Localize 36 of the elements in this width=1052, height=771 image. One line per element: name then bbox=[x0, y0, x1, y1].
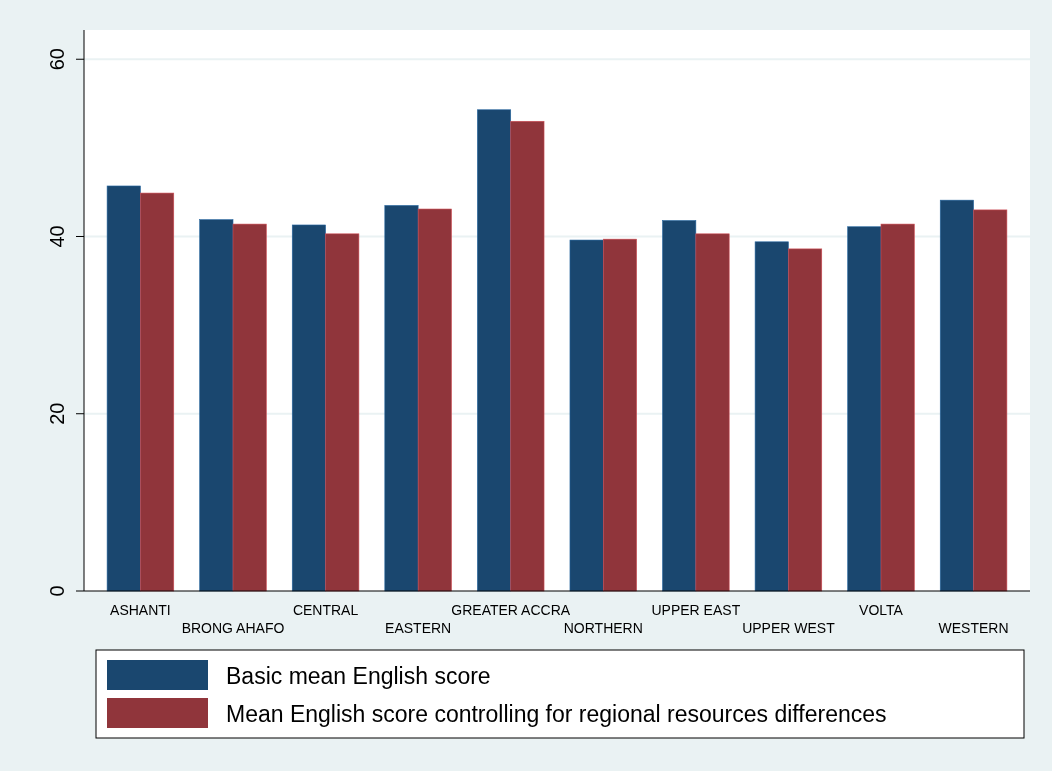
bar bbox=[847, 226, 882, 592]
y-tick-label: 20 bbox=[46, 402, 68, 425]
x-tick-label: NORTHERN bbox=[563, 620, 643, 636]
x-tick-label: EASTERN bbox=[385, 620, 452, 636]
x-tick-label: BRONG AHAFO bbox=[181, 620, 285, 636]
bar bbox=[569, 239, 604, 592]
y-tick-label: 60 bbox=[46, 48, 68, 71]
bar bbox=[477, 109, 512, 592]
bar bbox=[291, 224, 326, 592]
bar bbox=[417, 208, 452, 592]
bar bbox=[973, 209, 1008, 592]
bar bbox=[754, 241, 789, 592]
bar bbox=[232, 223, 267, 592]
bar bbox=[510, 120, 545, 592]
y-tick-label: 40 bbox=[46, 225, 68, 248]
bar bbox=[695, 233, 730, 592]
bar bbox=[939, 199, 974, 592]
x-tick-label: UPPER WEST bbox=[742, 620, 836, 636]
bar bbox=[662, 220, 697, 592]
x-tick-label: UPPER EAST bbox=[651, 602, 741, 618]
bar bbox=[602, 238, 637, 592]
y-tick-label: 0 bbox=[46, 585, 68, 597]
bar bbox=[384, 205, 419, 592]
x-tick-label: WESTERN bbox=[938, 620, 1009, 636]
legend-label: Basic mean English score bbox=[226, 663, 491, 689]
x-tick-label: GREATER ACCRA bbox=[451, 602, 571, 618]
x-tick-label: ASHANTI bbox=[110, 602, 171, 618]
bar bbox=[106, 185, 141, 592]
bar bbox=[788, 248, 823, 592]
legend-label: Mean English score controlling for regional resources differences bbox=[226, 701, 887, 727]
bar bbox=[199, 219, 234, 592]
bar bbox=[325, 233, 360, 592]
bar bbox=[140, 192, 175, 592]
x-tick-label: VOLTA bbox=[859, 602, 904, 618]
bar bbox=[880, 223, 915, 592]
x-tick-label: CENTRAL bbox=[292, 602, 359, 618]
